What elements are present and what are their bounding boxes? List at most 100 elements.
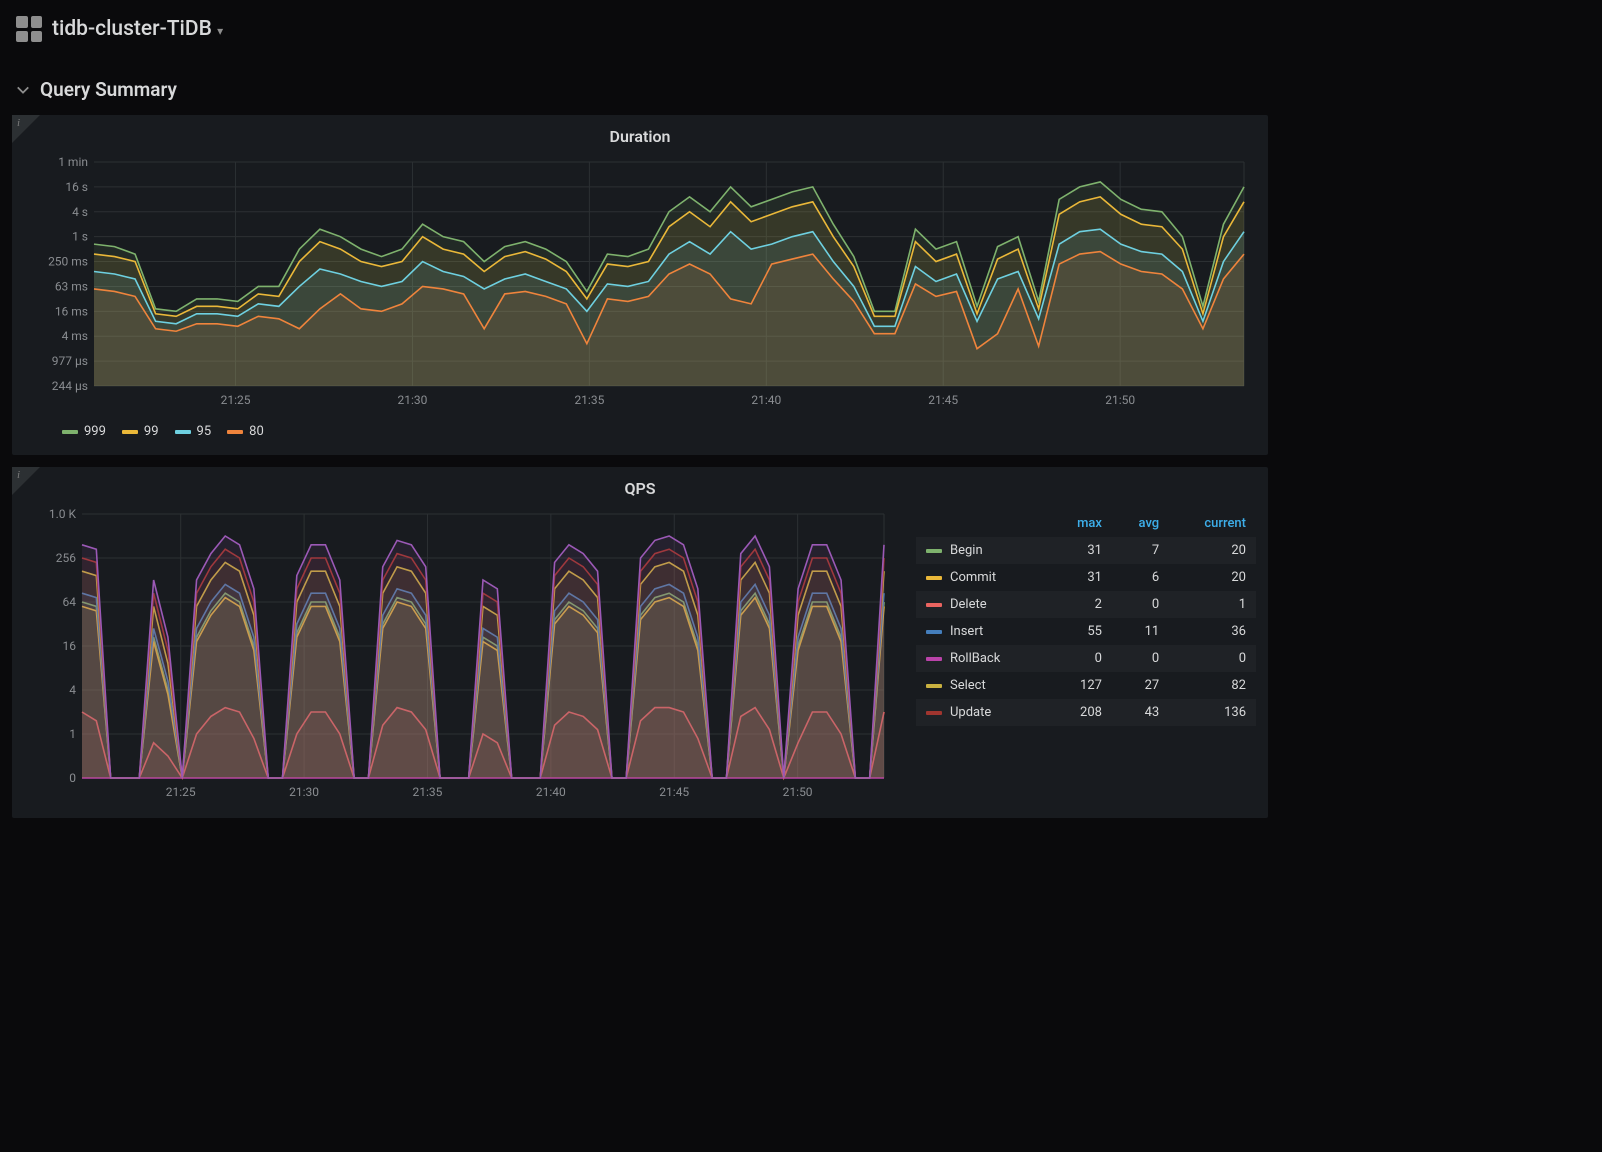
qps-legend-table: maxavgcurrentBegin31720Commit31620Delete… (916, 510, 1256, 726)
legend-item[interactable]: 80 (227, 424, 264, 439)
svg-text:21:35: 21:35 (574, 393, 604, 407)
legend-table-header[interactable] (916, 510, 1049, 537)
legend-label: 999 (84, 424, 106, 439)
legend-series-label: Begin (916, 537, 1049, 564)
panel-qps: i QPS 01416642561.0 K21:2521:3021:3521:4… (12, 467, 1268, 818)
legend-series-label: Select (916, 672, 1049, 699)
legend-value-current: 136 (1169, 699, 1256, 726)
svg-text:21:30: 21:30 (289, 785, 319, 799)
legend-table-row[interactable]: Commit31620 (916, 564, 1256, 591)
legend-swatch (926, 657, 942, 661)
svg-text:21:25: 21:25 (166, 785, 196, 799)
svg-text:256: 256 (56, 551, 76, 565)
legend-table-row[interactable]: Insert551136 (916, 618, 1256, 645)
svg-text:21:30: 21:30 (398, 393, 428, 407)
legend-table-header[interactable]: max (1049, 510, 1112, 537)
dashboard-icon[interactable] (16, 16, 42, 42)
legend-value-max: 0 (1049, 645, 1112, 672)
legend-item[interactable]: 95 (175, 424, 212, 439)
legend-value-current: 20 (1169, 564, 1256, 591)
info-icon: i (17, 469, 20, 481)
svg-text:21:50: 21:50 (1105, 393, 1135, 407)
legend-value-max: 127 (1049, 672, 1112, 699)
panel-title: QPS (24, 475, 1256, 506)
legend-value-avg: 43 (1112, 699, 1169, 726)
duration-legend: 999999580 (24, 414, 1256, 443)
legend-series-label: RollBack (916, 645, 1049, 672)
svg-text:21:45: 21:45 (928, 393, 958, 407)
svg-text:21:40: 21:40 (751, 393, 781, 407)
dropdown-caret-icon: ▾ (217, 24, 223, 38)
svg-text:250 ms: 250 ms (48, 255, 88, 269)
legend-swatch (227, 430, 243, 434)
legend-series-label: Insert (916, 618, 1049, 645)
legend-swatch (175, 430, 191, 434)
svg-text:16 ms: 16 ms (55, 304, 88, 318)
svg-text:16: 16 (63, 639, 77, 653)
section-title: Query Summary (40, 78, 177, 101)
legend-value-current: 1 (1169, 591, 1256, 618)
legend-value-avg: 7 (1112, 537, 1169, 564)
legend-value-avg: 0 (1112, 591, 1169, 618)
legend-series-label: Commit (916, 564, 1049, 591)
svg-text:21:25: 21:25 (221, 393, 251, 407)
svg-text:21:40: 21:40 (536, 785, 566, 799)
legend-swatch (926, 630, 942, 634)
svg-text:21:45: 21:45 (659, 785, 689, 799)
legend-value-avg: 11 (1112, 618, 1169, 645)
legend-table-row[interactable]: Begin31720 (916, 537, 1256, 564)
section-header[interactable]: Query Summary (12, 60, 1268, 115)
legend-item[interactable]: 999 (62, 424, 106, 439)
qps-chart[interactable]: 01416642561.0 K21:2521:3021:3521:4021:45… (24, 506, 896, 806)
legend-swatch (926, 576, 942, 580)
dashboard-title-button[interactable]: tidb-cluster-TiDB ▾ (52, 17, 223, 41)
legend-label: 99 (144, 424, 159, 439)
dashboard-header: tidb-cluster-TiDB ▾ (12, 10, 1268, 60)
legend-swatch (62, 430, 78, 434)
svg-text:16 s: 16 s (65, 180, 88, 194)
svg-text:64: 64 (63, 595, 77, 609)
legend-table-row[interactable]: Select1272782 (916, 672, 1256, 699)
svg-text:0: 0 (69, 771, 76, 785)
legend-value-avg: 0 (1112, 645, 1169, 672)
legend-value-avg: 6 (1112, 564, 1169, 591)
svg-text:4 ms: 4 ms (62, 329, 88, 343)
svg-text:4 s: 4 s (72, 205, 88, 219)
legend-swatch (926, 603, 942, 607)
legend-table-header[interactable]: avg (1112, 510, 1169, 537)
legend-swatch (926, 684, 942, 688)
legend-series-label: Delete (916, 591, 1049, 618)
panel-duration: i Duration 244 µs977 µs4 ms16 ms63 ms250… (12, 115, 1268, 455)
panel-title: Duration (24, 123, 1256, 154)
legend-table-row[interactable]: Delete201 (916, 591, 1256, 618)
legend-series-label: Update (916, 699, 1049, 726)
legend-label: 80 (249, 424, 264, 439)
legend-value-max: 2 (1049, 591, 1112, 618)
legend-label: 95 (197, 424, 212, 439)
dashboard-title: tidb-cluster-TiDB (52, 17, 212, 41)
svg-text:1 min: 1 min (58, 155, 88, 169)
legend-swatch (926, 549, 942, 553)
chevron-down-icon (16, 83, 30, 97)
info-icon: i (17, 117, 20, 129)
legend-value-max: 55 (1049, 618, 1112, 645)
svg-text:1 s: 1 s (72, 230, 88, 244)
legend-value-current: 82 (1169, 672, 1256, 699)
legend-value-avg: 27 (1112, 672, 1169, 699)
legend-item[interactable]: 99 (122, 424, 159, 439)
svg-text:4: 4 (69, 683, 76, 697)
legend-value-current: 20 (1169, 537, 1256, 564)
svg-text:63 ms: 63 ms (55, 279, 88, 293)
legend-value-max: 208 (1049, 699, 1112, 726)
legend-value-current: 36 (1169, 618, 1256, 645)
legend-swatch (122, 430, 138, 434)
legend-table-header[interactable]: current (1169, 510, 1256, 537)
legend-value-max: 31 (1049, 564, 1112, 591)
legend-swatch (926, 711, 942, 715)
legend-table-row[interactable]: Update20843136 (916, 699, 1256, 726)
svg-text:21:50: 21:50 (783, 785, 813, 799)
svg-text:977 µs: 977 µs (52, 354, 88, 368)
svg-text:1: 1 (69, 727, 76, 741)
legend-table-row[interactable]: RollBack000 (916, 645, 1256, 672)
duration-chart[interactable]: 244 µs977 µs4 ms16 ms63 ms250 ms1 s4 s16… (24, 154, 1256, 414)
